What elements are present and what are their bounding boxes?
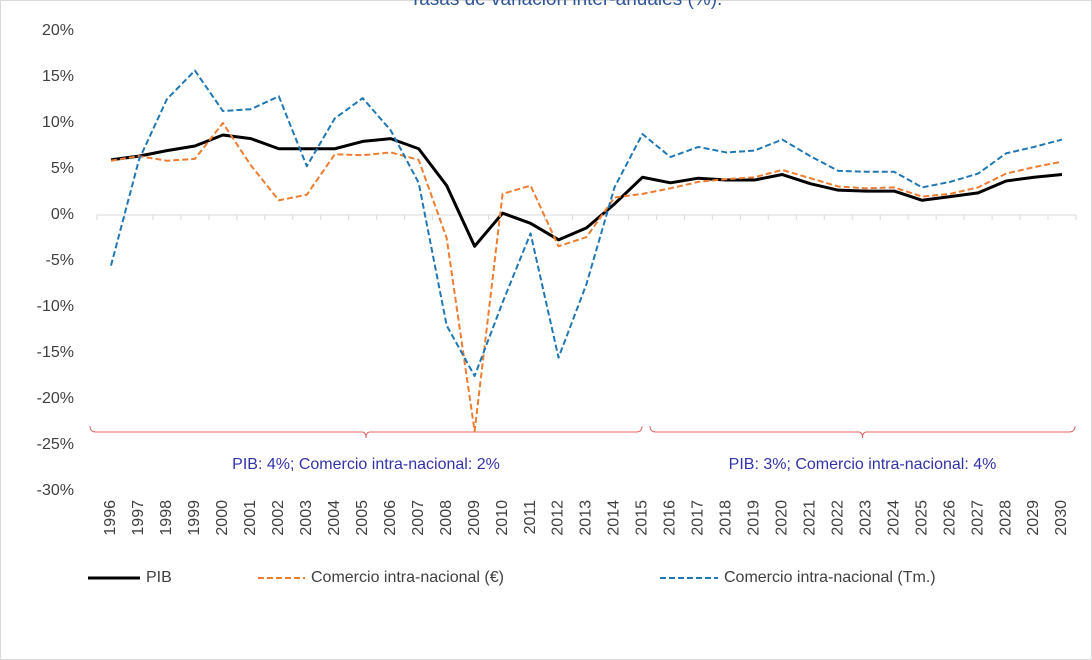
x-tick-label: 2021 xyxy=(801,500,818,536)
x-tick-label: 2018 xyxy=(718,500,735,536)
legend-label: PIB xyxy=(146,569,172,586)
x-tick-label: 2020 xyxy=(774,500,791,536)
x-tick-label: 2003 xyxy=(298,500,315,536)
y-tick-label: 10% xyxy=(42,114,74,131)
x-tick-label: 2010 xyxy=(494,500,511,536)
x-tick-label: 2014 xyxy=(606,500,623,536)
x-tick-label: 2017 xyxy=(690,500,707,536)
legend-label: Comercio intra-nacional (Tm.) xyxy=(724,569,936,586)
x-tick-label: 2019 xyxy=(746,500,763,536)
x-tick-label: 2011 xyxy=(522,500,539,535)
x-tick-label: 2024 xyxy=(885,500,902,536)
x-tick-label: 1998 xyxy=(158,500,175,536)
y-tick-label: -10% xyxy=(37,298,74,315)
x-tick-label: 2012 xyxy=(550,500,567,536)
x-tick-label: 2025 xyxy=(913,500,930,536)
x-tick-label: 2030 xyxy=(1053,500,1070,536)
y-tick-label: -25% xyxy=(37,436,74,453)
chart-title: Tasas de variación inter-anuales (%). xyxy=(410,0,723,10)
x-tick-label: 2009 xyxy=(466,500,483,536)
x-tick-label: 2022 xyxy=(829,500,846,536)
line-series xyxy=(110,133,1063,248)
y-tick-label: 15% xyxy=(42,68,74,85)
annotation-brace xyxy=(649,425,1076,439)
annotation: PIB: 3%; Comercio intra-nacional: 4% xyxy=(729,456,997,473)
x-tick-label: 2000 xyxy=(214,500,231,536)
annotation-brace xyxy=(89,425,643,439)
x-tick-label: 2006 xyxy=(382,500,399,536)
legend-label: Comercio intra-nacional (€) xyxy=(311,569,504,586)
y-tick-label: -20% xyxy=(37,390,74,407)
x-tick-label: 2004 xyxy=(326,500,343,536)
x-tick-label: 2008 xyxy=(438,500,455,536)
x-tick-label: 2005 xyxy=(354,500,371,536)
x-tick-label: 1999 xyxy=(186,500,203,536)
x-tick-label: 2013 xyxy=(578,500,595,536)
line-series xyxy=(110,69,1063,377)
x-tick-label: 2001 xyxy=(242,500,259,536)
annotation: PIB: 4%; Comercio intra-nacional: 2% xyxy=(232,456,500,473)
y-tick-label: 0% xyxy=(51,206,74,223)
y-tick-label: 20% xyxy=(42,22,74,39)
y-tick-label: -15% xyxy=(37,344,74,361)
x-tick-label: 2015 xyxy=(634,500,651,536)
y-tick-label: 5% xyxy=(51,160,74,177)
x-tick-label: 2026 xyxy=(941,500,958,536)
x-tick-label: 2027 xyxy=(969,500,986,536)
x-tick-label: 2023 xyxy=(857,500,874,536)
x-tick-label: 2028 xyxy=(997,500,1014,536)
x-tick-label: 2016 xyxy=(662,500,679,536)
line-series xyxy=(110,122,1063,433)
x-tick-label: 2002 xyxy=(270,500,287,536)
y-tick-label: -5% xyxy=(46,252,74,269)
x-tick-label: 1996 xyxy=(102,500,119,536)
x-tick-label: 2029 xyxy=(1025,500,1042,536)
x-tick-label: 1997 xyxy=(130,500,147,536)
x-tick-label: 2007 xyxy=(410,500,427,536)
y-tick-label: -30% xyxy=(37,482,74,499)
